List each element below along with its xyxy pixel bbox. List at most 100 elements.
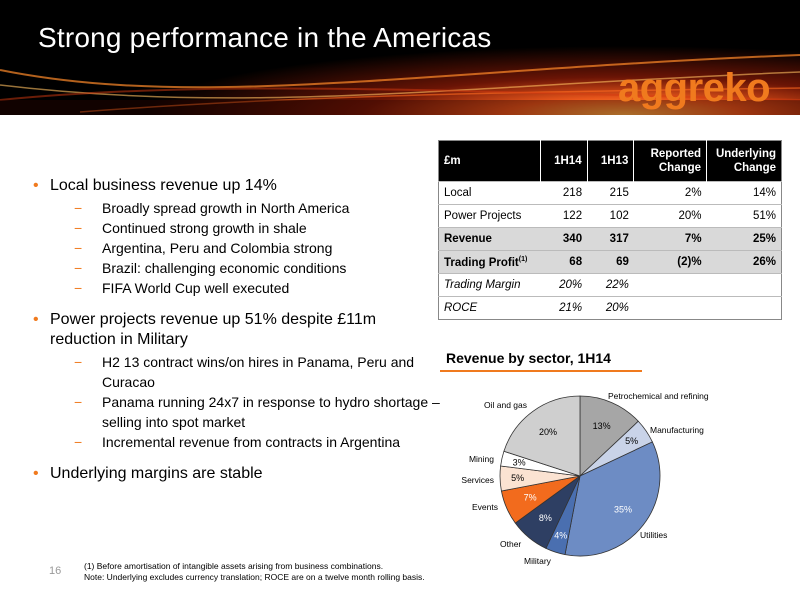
chart-title: Revenue by sector, 1H14 <box>446 350 611 366</box>
pie-slice-value-label: 20% <box>539 427 557 437</box>
table-cell: 20% <box>633 204 707 228</box>
bullet-text: Power projects revenue up 51% despite £1… <box>50 311 377 348</box>
pie-slice-name-label: Military <box>524 556 552 566</box>
table-row: ROCE 21% 20% <box>438 296 782 320</box>
sub-bullet-text: Broadly spread growth in North America <box>102 200 350 216</box>
sub-bullet-item: − Brazil: challenging economic conditions <box>30 258 440 278</box>
chart-title-underline <box>440 370 642 372</box>
row-label: Revenue <box>438 227 541 251</box>
column-header: Underlying Change <box>706 140 782 182</box>
table-row: Trading Margin 20% 22% <box>438 273 782 297</box>
page-title: Strong performance in the Americas <box>38 22 492 53</box>
column-header: Reported Change <box>633 140 707 182</box>
table-cell: 21% <box>540 296 588 320</box>
table-row: Power Projects 122 102 20% 51% <box>438 204 782 228</box>
dash-icon: − <box>74 434 83 450</box>
row-label: Local <box>438 181 541 205</box>
table-header-row: £m 1H14 1H13 Reported Change Underlying … <box>438 140 782 182</box>
pie-slice-value-label: 7% <box>524 493 537 503</box>
table-cell: (2)% <box>633 250 707 274</box>
table-cell: 22% <box>587 273 634 297</box>
table-cell: 25% <box>706 227 782 251</box>
table-cell: 14% <box>706 181 782 205</box>
pie-slice-oil-and-gas <box>503 395 581 477</box>
table-cell: 69 <box>587 250 634 274</box>
column-header: £m <box>438 140 541 182</box>
column-header: 1H13 <box>586 140 634 182</box>
bullet-text: Local business revenue up 14% <box>50 177 277 194</box>
table-cell <box>633 296 707 320</box>
pie-slice-name-label: Events <box>472 502 498 512</box>
flame-background <box>0 0 800 115</box>
table-cell <box>706 273 782 297</box>
page-number: 16 <box>49 565 62 577</box>
sub-bullet-text: Continued strong growth in shale <box>102 220 307 236</box>
dash-icon: − <box>74 200 83 216</box>
financial-table: £m 1H14 1H13 Reported Change Underlying … <box>438 140 782 320</box>
row-label-text: Trading Profit <box>444 256 519 269</box>
column-header: 1H14 <box>539 140 588 182</box>
table-cell: 20% <box>587 296 634 320</box>
sub-bullet-text: Panama running 24x7 in response to hydro… <box>102 394 440 430</box>
pie-slice-value-label: 4% <box>554 530 567 540</box>
sub-bullet-item: − Incremental revenue from contracts in A… <box>30 432 440 452</box>
sub-bullet-item: − FIFA World Cup well executed <box>30 278 440 298</box>
sub-bullet-text: FIFA World Cup well executed <box>102 280 290 296</box>
table-cell: 122 <box>540 204 588 228</box>
sub-bullet-item: − Continued strong growth in shale <box>30 218 440 238</box>
pie-slice-utilities <box>564 441 661 557</box>
row-label: ROCE <box>438 296 541 320</box>
dash-icon: − <box>74 280 83 296</box>
dash-icon: − <box>74 394 83 410</box>
pie-slice-value-label: 35% <box>614 504 632 514</box>
sub-bullet-item: − Panama running 24x7 in response to hydr… <box>30 392 440 432</box>
bullet-item: • Underlying margins are stable <box>30 464 440 484</box>
footnote-line: Note: Underlying excludes currency trans… <box>84 572 425 582</box>
sub-bullet-item: − H2 13 contract wins/on hires in Panama,… <box>30 352 440 392</box>
table-cell: 26% <box>706 250 782 274</box>
table-cell: 340 <box>540 227 588 251</box>
pie-slice-value-label: 8% <box>539 513 552 523</box>
table-row: Revenue 340 317 7% 25% <box>438 227 782 251</box>
table-cell: 215 <box>587 181 634 205</box>
footnote: (1) Before amortisation of intangible as… <box>84 561 584 583</box>
revenue-pie-chart: 13% Petrochemical and refining 5% Manufactu… <box>461 391 709 566</box>
table-cell: 2% <box>633 181 707 205</box>
sub-bullet-item: − Argentina, Peru and Colombia strong <box>30 238 440 258</box>
bullet-item: • Power projects revenue up 51% despite £… <box>30 310 440 350</box>
dash-icon: − <box>74 240 83 256</box>
pie-slice-petrochemical-and-refining <box>579 395 639 477</box>
table-cell: 51% <box>706 204 782 228</box>
footnote-marker: (1) <box>518 255 528 263</box>
pie-slice-name-label: Utilities <box>640 530 667 540</box>
table-cell: 102 <box>587 204 634 228</box>
row-label: Trading Profit(1) <box>438 250 541 274</box>
dash-icon: − <box>74 354 83 370</box>
bullet-list: • Local business revenue up 14% − Broadly … <box>30 176 440 486</box>
table-row: Trading Profit(1) 68 69 (2)% 26% <box>438 250 782 274</box>
aggreko-logo: aggreko <box>618 66 771 110</box>
sub-bullet-text: Incremental revenue from contracts in Ar… <box>102 434 401 450</box>
pie-slice-name-label: Oil and gas <box>484 400 527 410</box>
pie-slice-value-label: 5% <box>625 436 638 446</box>
table-cell: 20% <box>540 273 588 297</box>
table-cell: 68 <box>540 250 588 274</box>
pie-slice-value-label: 13% <box>593 421 611 431</box>
table-row: Local 218 215 2% 14% <box>438 181 782 205</box>
bullet-text: Underlying margins are stable <box>50 465 263 482</box>
sub-bullet-item: − Broadly spread growth in North America <box>30 198 440 218</box>
pie-slice-name-label: Other <box>500 539 521 549</box>
table-cell <box>633 273 707 297</box>
table-cell: 317 <box>587 227 634 251</box>
table-cell: 7% <box>633 227 707 251</box>
dash-icon: − <box>74 260 83 276</box>
bullet-dot-icon: • <box>33 311 39 328</box>
sub-bullet-text: H2 13 contract wins/on hires in Panama, … <box>102 354 415 390</box>
pie-slice-name-label: Services <box>461 475 494 485</box>
table-cell <box>706 296 782 320</box>
pie-slice-value-label: 5% <box>511 473 524 483</box>
bullet-dot-icon: • <box>33 465 39 482</box>
footnote-line: (1) Before amortisation of intangible as… <box>84 561 384 571</box>
bullet-dot-icon: • <box>33 177 39 194</box>
row-label: Trading Margin <box>438 273 541 297</box>
